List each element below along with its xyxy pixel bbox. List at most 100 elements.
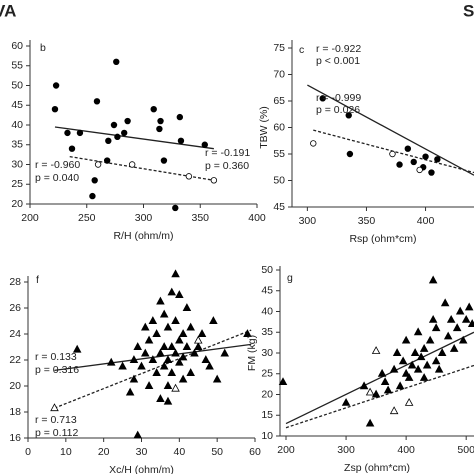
x-tick-label: 400: [397, 444, 415, 456]
y-tick-label: 40: [261, 305, 273, 317]
point: [197, 329, 207, 338]
point: [137, 361, 146, 370]
y-tick-label: 50: [273, 174, 285, 186]
point: [210, 177, 218, 184]
point: [371, 389, 381, 398]
annotation: r = 0.713: [35, 414, 77, 426]
point: [371, 346, 381, 354]
point: [133, 430, 142, 439]
point: [113, 58, 120, 65]
point: [156, 296, 165, 305]
x-tick-label: 30: [136, 446, 148, 458]
point: [72, 344, 82, 353]
x-tick-label: 350: [191, 212, 209, 224]
point: [212, 374, 222, 383]
annotation: p < 0.001: [316, 55, 360, 67]
point: [68, 145, 76, 152]
point: [144, 335, 154, 344]
point: [278, 377, 288, 386]
point: [443, 331, 453, 340]
point: [129, 355, 139, 364]
fit-line: [307, 84, 474, 176]
point: [392, 348, 402, 357]
point: [52, 82, 60, 89]
x-tick-label: 300: [337, 444, 355, 456]
point: [160, 157, 168, 164]
point: [434, 156, 441, 163]
point: [193, 335, 203, 344]
y-tick-label: 55: [11, 60, 23, 72]
y-tick-label: 45: [11, 99, 23, 111]
x-tick-label: 350: [358, 215, 376, 227]
point: [410, 158, 417, 166]
point: [163, 381, 173, 390]
annotation: p = 0.040: [35, 172, 79, 184]
point: [128, 161, 136, 168]
point: [419, 344, 429, 352]
point: [458, 335, 468, 344]
x-axis-label: Zsp (ohm*cm): [344, 462, 410, 474]
x-tick-label: 0: [25, 446, 31, 458]
y-tick-label: 35: [261, 326, 273, 338]
point: [178, 352, 188, 361]
point: [243, 329, 252, 338]
point: [167, 342, 177, 351]
point: [124, 117, 131, 125]
x-tick-label: 60: [249, 446, 261, 458]
point: [150, 105, 157, 113]
point: [419, 373, 429, 381]
point: [404, 373, 414, 381]
y-tick-label: 25: [11, 178, 23, 190]
y-tick-label: 60: [273, 121, 285, 133]
point: [446, 314, 456, 323]
point: [182, 342, 192, 351]
x-tick-label: 200: [277, 444, 295, 456]
point: [163, 355, 173, 364]
point: [141, 348, 150, 357]
point: [434, 364, 444, 373]
point: [380, 377, 390, 386]
point: [209, 316, 218, 325]
point: [171, 348, 180, 357]
point: [455, 306, 465, 315]
point: [152, 368, 161, 377]
point: [51, 105, 59, 113]
fit-line: [313, 129, 474, 174]
y-tick-label: 22: [9, 354, 21, 366]
y-tick-label: 20: [9, 380, 21, 392]
point: [167, 287, 177, 296]
y-tick-label: 65: [273, 95, 285, 107]
point: [201, 141, 208, 148]
point: [428, 169, 435, 176]
x-tick-label: 200: [21, 212, 39, 224]
point: [422, 360, 432, 369]
x-tick-label: 400: [248, 212, 266, 224]
point: [141, 322, 150, 331]
annotation: r = -0.999: [316, 92, 361, 104]
point: [404, 145, 412, 152]
point: [89, 192, 96, 200]
annotation: p = 0.112: [35, 427, 78, 439]
point: [201, 355, 211, 364]
point: [110, 121, 118, 129]
x-tick-label: 40: [173, 446, 185, 458]
point: [152, 329, 161, 338]
y-tick-label: 10: [261, 430, 273, 442]
point: [461, 314, 471, 323]
point: [171, 383, 180, 392]
y-axis-label: FM (kg): [246, 335, 258, 371]
point: [193, 342, 203, 351]
annotation: p = 0.360: [205, 160, 249, 172]
point: [346, 150, 354, 158]
y-tick-label: 30: [261, 347, 273, 359]
y-tick-label: 70: [273, 68, 285, 80]
annotation: p = 0.316: [35, 364, 79, 376]
point: [431, 323, 441, 332]
point: [148, 316, 158, 325]
x-tick-label: 10: [60, 446, 72, 458]
x-tick-label: 400: [417, 215, 435, 227]
point: [190, 348, 199, 357]
point: [76, 129, 84, 137]
point: [156, 125, 163, 133]
